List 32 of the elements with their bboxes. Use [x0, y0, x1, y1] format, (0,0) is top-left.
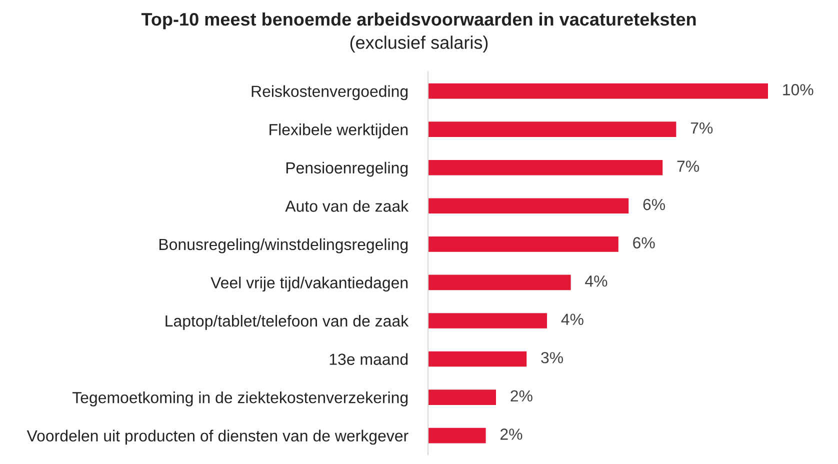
data-label: 7%	[690, 122, 713, 134]
data-label: 3%	[541, 352, 564, 364]
y-tick-label: Reiskostenvergoeding	[252, 85, 408, 100]
data-label: 6%	[633, 237, 655, 248]
chart-subtitle: (exclusief salaris)	[350, 36, 488, 52]
y-tick-label: Pensioenregeling	[286, 162, 408, 177]
y-tick-label: Bonusregeling/winstdelingsregeling	[159, 238, 408, 254]
y-tick-label: Auto van de zaak	[285, 200, 409, 212]
data-label: 2%	[510, 390, 532, 402]
data-label: 6%	[643, 198, 666, 210]
chart-title: Top-10 meest benoemde arbeidsvoorwaarden in vacatureteksten	[141, 12, 696, 30]
bar	[428, 122, 676, 137]
data-label: 10%	[783, 84, 814, 96]
bar	[428, 351, 527, 367]
bar	[428, 274, 571, 290]
y-tick-label: Tegemoetkoming in de ziektekostenverzekering	[72, 392, 408, 406]
data-label: 2%	[500, 428, 522, 440]
bar	[428, 390, 496, 405]
bar	[428, 160, 663, 176]
y-tick-label: Veel vrije tijd/vakantiedagen	[210, 276, 408, 292]
y-tick-label: 13e maand	[330, 353, 408, 365]
bar	[428, 313, 547, 328]
bar	[428, 428, 486, 444]
y-tick-label: Flexibele werktijden	[270, 124, 408, 138]
data-label: 4%	[585, 276, 608, 287]
bar	[428, 83, 768, 99]
y-tick-label: Laptop/tablet/telefoon van de zaak	[166, 314, 409, 330]
data-label: 4%	[561, 314, 584, 325]
bar	[428, 236, 618, 252]
data-label: 7%	[677, 160, 700, 172]
bar	[428, 198, 629, 214]
y-tick-label: Voordelen uit producten of diensten van de werkgever	[26, 430, 408, 445]
